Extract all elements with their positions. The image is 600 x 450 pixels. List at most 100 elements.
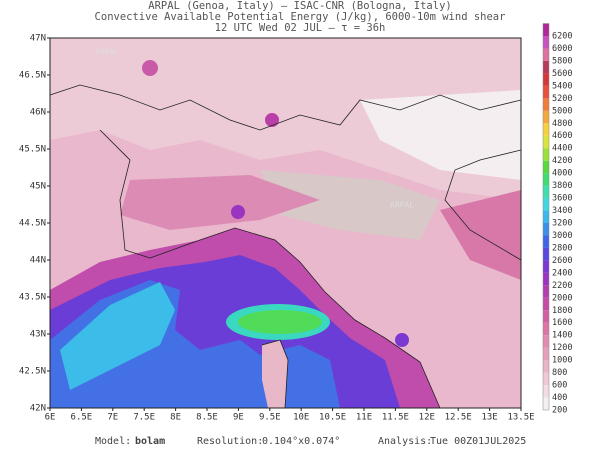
colorbar-label: 5600 (552, 69, 572, 79)
colorbar-label: 400 (552, 393, 567, 403)
colorbar-label: 4800 (552, 119, 572, 129)
y-tick-label: 46.5N (19, 71, 46, 81)
title-line: 12 UTC Wed 02 JUL – τ = 36h (215, 22, 386, 34)
y-tick-label: 42N (30, 404, 46, 414)
colorbar-swatch (543, 247, 549, 261)
colorbar-swatch (543, 347, 549, 361)
colorbar-label: 4000 (552, 169, 572, 179)
borders (49, 84, 522, 409)
colorbar-label: 3400 (552, 206, 572, 216)
colorbar-label: 1000 (552, 356, 572, 366)
colorbar-label: 2800 (552, 243, 572, 253)
footer-value: bolam (135, 436, 165, 447)
x-tick-label: 7E (107, 413, 118, 423)
colorbar-label: 2200 (552, 281, 572, 291)
colorbar-label: 4200 (552, 156, 572, 166)
colorbar-swatch (543, 60, 549, 74)
colorbar-label: 3600 (552, 194, 572, 204)
x-tick-label: 11.5E (382, 413, 409, 423)
colorbar: 200 400 600 800 1000 1200 1400 1600 1800 2000 2200… (542, 23, 572, 416)
colorbar-swatch (543, 260, 549, 273)
title-line: Convective Available Potential Energy (J… (95, 11, 506, 23)
colorbar-label: 5200 (552, 94, 572, 104)
colorbar-label: 200 (552, 406, 567, 416)
y-tick-label: 43.5N (19, 293, 46, 303)
x-tick-label: 6E (45, 413, 56, 423)
colorbar-swatch (543, 148, 549, 161)
x-tick-label: 12E (419, 413, 435, 423)
x-tick-label: 13E (481, 413, 497, 423)
colorbar-swatch (543, 285, 549, 298)
colorbar-swatch (543, 372, 549, 386)
colorbar-swatch (543, 322, 549, 336)
watermark: ARPAL (95, 48, 119, 57)
colorbar-label: 5000 (552, 106, 572, 116)
colorbar-swatch (543, 36, 549, 49)
colorbar-swatch (543, 73, 549, 86)
colorbar-label: 3200 (552, 219, 572, 229)
colorbar-swatch (543, 48, 549, 61)
y-tick-label: 43N (30, 330, 46, 340)
colorbar-swatch (543, 135, 549, 149)
colorbar-label: 6200 (552, 32, 572, 42)
colorbar-swatch (543, 223, 549, 236)
colorbar-swatch (543, 23, 549, 36)
colorbar-label: 3800 (552, 181, 572, 191)
colorbar-swatch (543, 85, 549, 99)
x-tick-label: 11E (356, 413, 372, 423)
colorbar-swatch (543, 98, 549, 111)
colorbar-label: 1800 (552, 306, 572, 316)
colorbar-swatch (543, 397, 549, 410)
x-tick-label: 10E (293, 413, 309, 423)
x-tick-label: 9.5E (259, 413, 281, 423)
y-tick-label: 45N (30, 182, 46, 192)
colorbar-label: 800 (552, 368, 567, 378)
footer-label: Resolution: (197, 436, 263, 447)
colorbar-label: 3000 (552, 231, 572, 241)
colorbar-swatch (543, 310, 549, 323)
map-field (50, 38, 521, 408)
colorbar-swatch (543, 185, 549, 199)
colorbar-label: 1200 (552, 343, 572, 353)
colorbar-swatch (543, 272, 549, 286)
colorbar-swatch (543, 160, 549, 174)
footer: Model: bolam Resolution:0.104°x0.074° Analy… (95, 436, 526, 447)
colorbar-swatch (543, 210, 549, 223)
colorbar-swatch (543, 335, 549, 348)
colorbar-label: 1400 (552, 331, 572, 341)
colorbar-label: 600 (552, 381, 567, 391)
footer-value: 0.104°x0.074° (262, 436, 340, 447)
y-tick-label: 46N (30, 108, 46, 118)
y-tick-label: 47N (30, 34, 46, 44)
footer-label: Analysis: (378, 436, 432, 447)
colorbar-label: 4600 (552, 131, 572, 141)
colorbar-frame (542, 23, 550, 411)
y-tick-label: 44N (30, 256, 46, 266)
colorbar-swatch (543, 110, 549, 124)
x-tick-label: 9E (233, 413, 244, 423)
title-line: ARPAL (Genoa, Italy) – ISAC-CNR (Bologna… (148, 0, 451, 12)
colorbar-swatch (543, 123, 549, 136)
colorbar-swatch (543, 235, 549, 248)
footer-label: Model: (95, 436, 131, 447)
watermark: ARPAL (390, 201, 414, 210)
x-tick-label: 12.5E (445, 413, 472, 423)
x-tick-label: 8.5E (196, 413, 218, 423)
y-tick-label: 42.5N (19, 367, 46, 377)
x-tick-label: 7.5E (133, 413, 155, 423)
colorbar-swatch (543, 173, 549, 186)
colorbar-label: 5400 (552, 81, 572, 91)
colorbar-label: 2600 (552, 256, 572, 266)
x-tick-label: 13.5E (507, 413, 534, 423)
colorbar-swatch (543, 360, 549, 373)
colorbar-label: 2000 (552, 293, 572, 303)
y-tick-label: 44.5N (19, 219, 46, 229)
x-tick-label: 6.5E (71, 413, 93, 423)
colorbar-label: 2400 (552, 268, 572, 278)
colorbar-label: 1600 (552, 318, 572, 328)
x-tick-label: 10.5E (319, 413, 346, 423)
x-tick-label: 8E (170, 413, 181, 423)
colorbar-label: 6000 (552, 44, 572, 54)
y-tick-label: 45.5N (19, 145, 46, 155)
